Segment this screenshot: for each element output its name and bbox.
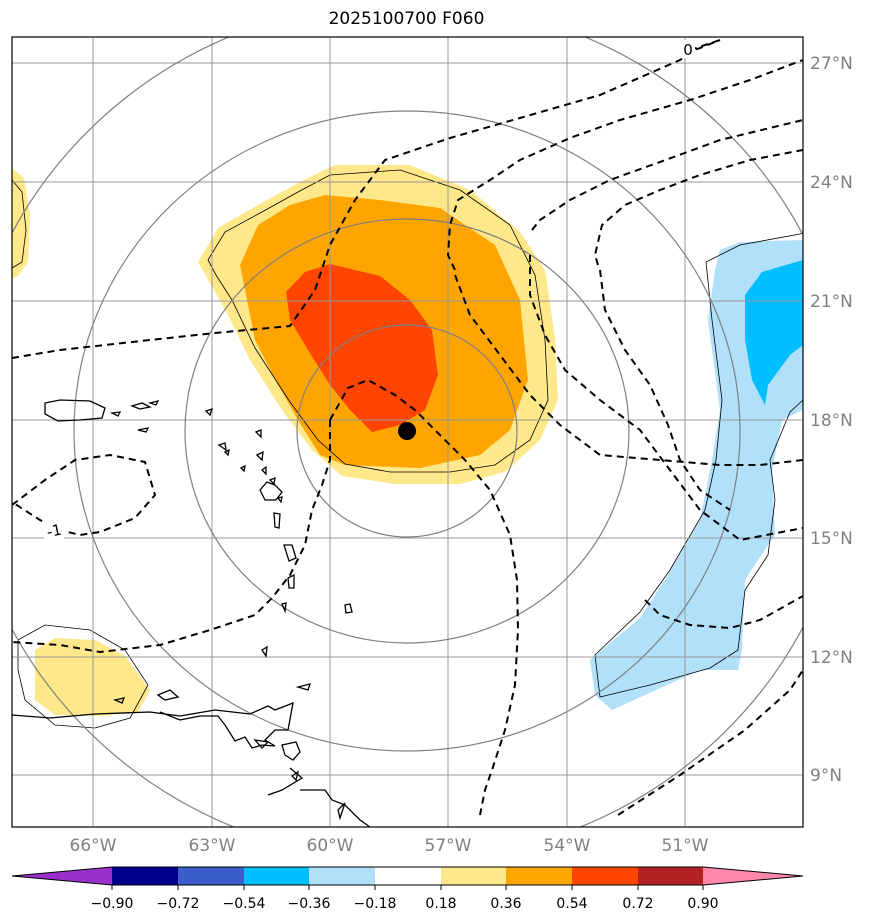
shade-red-core (286, 264, 438, 432)
colorbar-segment (506, 867, 573, 885)
colorbar-tick-label: −0.72 (157, 896, 200, 912)
colorbar-segment (244, 867, 310, 885)
lat-label: 9°N (810, 766, 842, 786)
colorbar-tick-label: 0.72 (622, 896, 653, 912)
colorbar-segment (441, 867, 507, 885)
lon-label: 54°W (544, 836, 591, 856)
lon-label: 51°W (662, 836, 709, 856)
lon-label: 57°W (425, 836, 472, 856)
colorbar-tick-label: 0.36 (490, 896, 521, 912)
shade-blue-east (745, 260, 803, 405)
colorbar-extend-max (703, 867, 803, 885)
dashed-contours (12, 39, 803, 816)
barbados (344, 603, 353, 614)
colorbar-extend-min (12, 867, 112, 885)
colorbar-segment (178, 867, 245, 885)
colorbar-segment (112, 867, 179, 885)
colorbar-tick-label: −0.36 (288, 896, 331, 912)
gridlines (12, 37, 803, 827)
coastlines (12, 399, 371, 827)
colorbar: −0.90 −0.72 −0.54 −0.36 −0.18 0.18 0.36 … (11, 866, 804, 912)
lon-label: 66°W (70, 836, 117, 856)
lon-label: 60°W (307, 836, 354, 856)
lon-label: 63°W (189, 836, 236, 856)
colorbar-segment (638, 867, 704, 885)
lat-label: 27°N (810, 54, 853, 74)
colorbar-tick-label: 0.54 (556, 896, 587, 912)
contour-label-zero: 0 (683, 41, 693, 59)
trinidad (281, 741, 301, 761)
venezuela-coast (12, 701, 294, 749)
dominica (273, 512, 281, 529)
contour-labels: 0 -1 (44, 40, 695, 541)
storm-center-marker[interactable] (398, 422, 416, 440)
shading-layer (12, 165, 803, 716)
colorbar-segment (375, 867, 442, 885)
lat-label: 24°N (810, 173, 853, 193)
colorbar-tick-label: −0.18 (354, 896, 397, 912)
contour-label-minus-one: -1 (45, 521, 63, 542)
lat-label: 15°N (810, 529, 853, 549)
guyana-coast (267, 767, 371, 827)
colorbar-segment (572, 867, 639, 885)
lat-label: 21°N (810, 292, 853, 312)
longitude-labels: 66°W 63°W 60°W 57°W 54°W 51°W (70, 836, 709, 856)
range-rings (12, 37, 803, 827)
colorbar-tick-label: 0.18 (425, 896, 456, 912)
colorbar-tick-label: −0.54 (223, 896, 266, 912)
guadeloupe (259, 481, 283, 501)
lat-label: 12°N (810, 648, 853, 668)
colorbar-tick-label: −0.90 (91, 896, 134, 912)
shade-yellow-west-edge (12, 168, 30, 278)
lat-label: 18°N (810, 411, 853, 431)
puerto-rico (44, 399, 106, 422)
latitude-labels: 9°N 12°N 15°N 18°N 21°N 24°N 27°N (810, 54, 853, 786)
colorbar-segment (309, 867, 376, 885)
martinique (283, 544, 297, 562)
map-frame (11, 36, 804, 828)
colorbar-tick-label: 0.90 (687, 896, 718, 912)
map-title: 2025100700 F060 (328, 9, 485, 29)
